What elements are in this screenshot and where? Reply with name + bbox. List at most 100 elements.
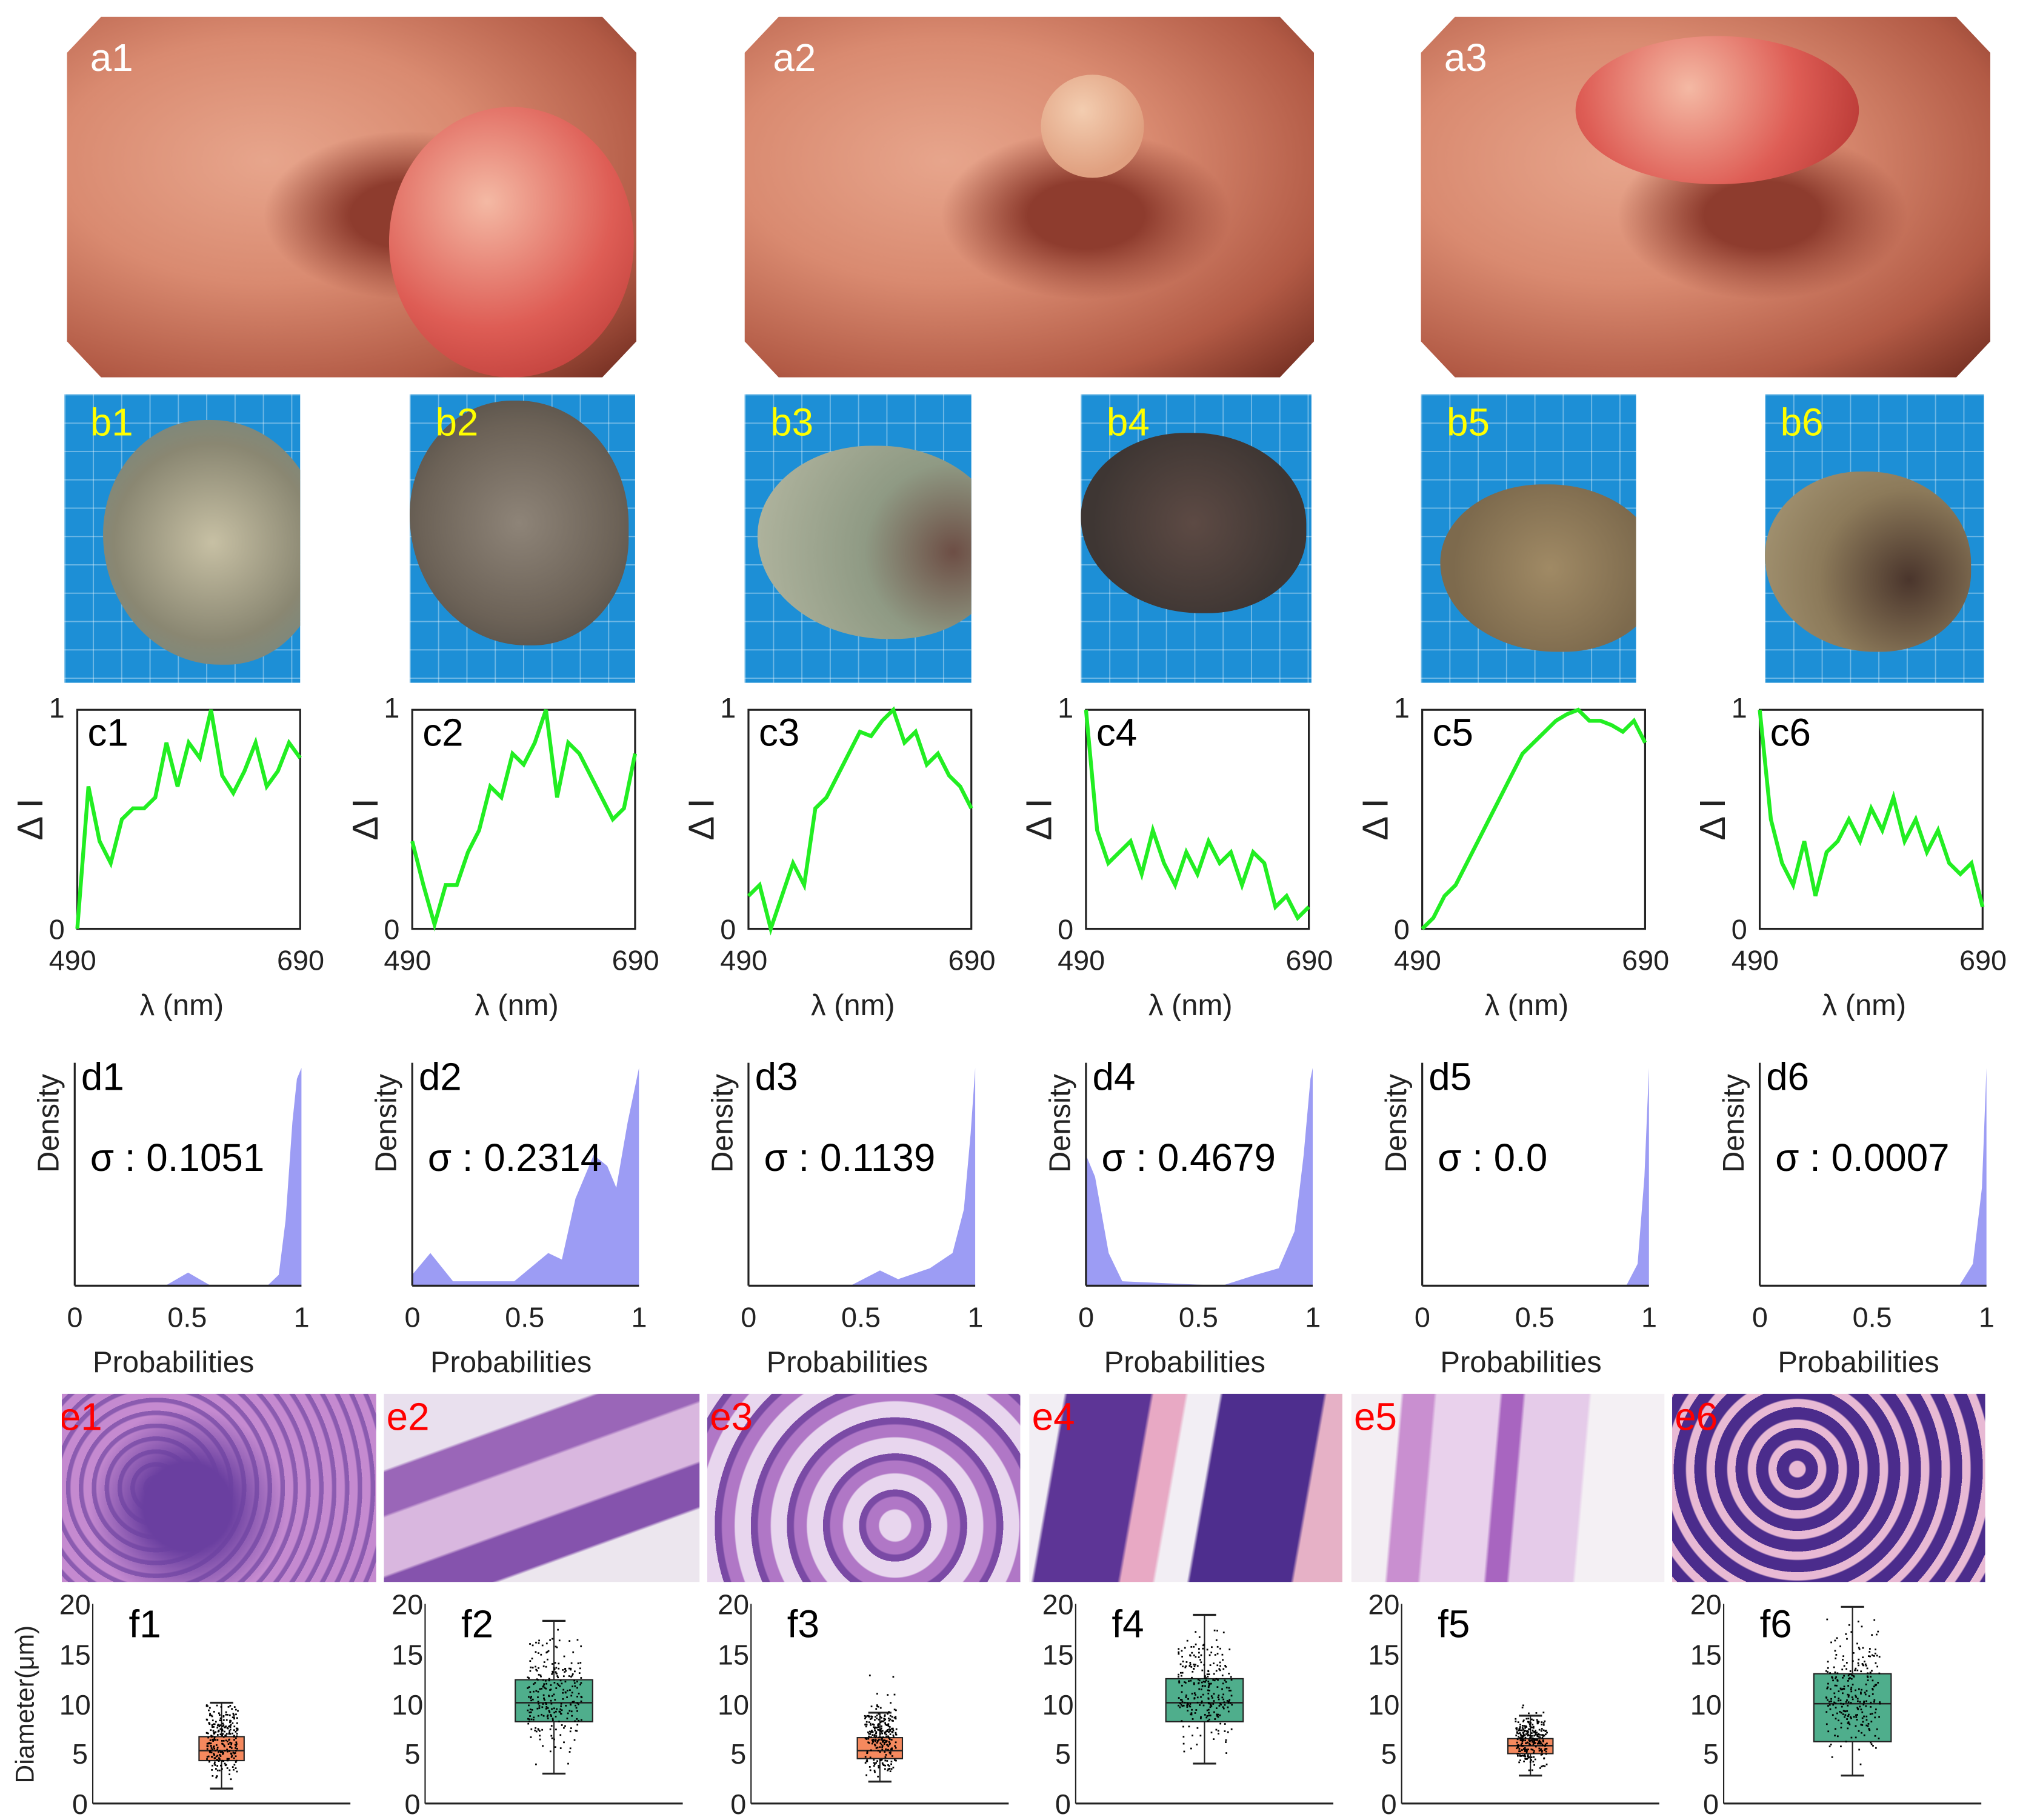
data-point (888, 1738, 891, 1741)
data-point (1830, 1641, 1832, 1644)
data-point (1522, 1745, 1524, 1747)
data-point (222, 1739, 225, 1742)
data-point (1825, 1711, 1828, 1713)
data-point (552, 1718, 554, 1719)
data-point (213, 1736, 216, 1738)
data-point (878, 1723, 879, 1725)
data-point (889, 1733, 892, 1735)
data-point (1873, 1685, 1875, 1688)
data-point (220, 1706, 222, 1708)
data-point (230, 1747, 233, 1749)
data-point (205, 1705, 208, 1707)
data-point (1214, 1718, 1216, 1720)
data-point (1517, 1755, 1519, 1757)
data-point (229, 1705, 232, 1707)
data-point (1839, 1645, 1841, 1647)
data-point (1216, 1715, 1218, 1717)
data-point (1218, 1695, 1220, 1696)
data-point (1225, 1752, 1227, 1754)
data-point (1195, 1694, 1196, 1696)
data-point (1212, 1703, 1215, 1705)
data-point (1523, 1725, 1525, 1727)
data-point (1193, 1645, 1195, 1648)
data-point (1837, 1699, 1839, 1702)
data-point (573, 1701, 575, 1703)
spectrum-line (1758, 709, 1985, 908)
data-point (1533, 1752, 1535, 1754)
data-point (213, 1723, 216, 1725)
data-point (579, 1662, 582, 1664)
data-point (530, 1711, 532, 1713)
data-point (1215, 1678, 1218, 1680)
y-tick-label: 15 (1690, 1638, 1722, 1671)
data-point (1878, 1656, 1881, 1658)
data-point (890, 1763, 892, 1765)
data-point (1535, 1733, 1537, 1736)
data-point (1521, 1736, 1524, 1738)
data-point (879, 1729, 881, 1732)
data-point (876, 1693, 878, 1695)
data-point (888, 1726, 891, 1728)
data-point (555, 1687, 558, 1689)
data-point (219, 1728, 222, 1730)
data-point (1842, 1703, 1845, 1705)
data-point (1875, 1708, 1877, 1710)
data-point (568, 1751, 571, 1753)
data-point (1834, 1671, 1836, 1673)
histology-image-e3: e3 (707, 1393, 1021, 1582)
data-point (883, 1719, 885, 1722)
data-point (1865, 1700, 1867, 1702)
data-point (1850, 1673, 1852, 1675)
data-point (1535, 1739, 1537, 1741)
data-point (1872, 1679, 1874, 1682)
data-point (210, 1747, 213, 1749)
data-point (1847, 1715, 1849, 1718)
data-point (1861, 1711, 1864, 1713)
data-point (1868, 1695, 1870, 1697)
x-axis-label: Probabilities (430, 1345, 592, 1379)
data-point (1182, 1665, 1184, 1667)
data-point (210, 1736, 213, 1738)
data-point (233, 1739, 235, 1741)
data-point (1518, 1736, 1519, 1738)
data-point (1530, 1718, 1533, 1721)
data-point (1530, 1739, 1533, 1741)
data-point (573, 1670, 576, 1673)
data-point (871, 1739, 873, 1741)
data-point (232, 1716, 234, 1719)
data-point (874, 1744, 876, 1747)
data-point (530, 1696, 532, 1698)
data-point (1847, 1727, 1849, 1730)
data-point (576, 1687, 578, 1689)
data-point (1865, 1705, 1867, 1707)
data-point (878, 1765, 880, 1767)
data-point (537, 1690, 539, 1693)
data-point (1525, 1742, 1528, 1744)
data-point (1542, 1744, 1544, 1747)
data-point (576, 1730, 578, 1732)
data-point (878, 1739, 880, 1741)
data-point (1200, 1654, 1202, 1656)
data-point (1538, 1741, 1540, 1743)
y-tick-label: 10 (392, 1688, 424, 1721)
data-point (877, 1726, 879, 1728)
data-point (871, 1742, 873, 1745)
data-point (541, 1644, 544, 1647)
data-point (235, 1767, 237, 1769)
data-point (213, 1710, 215, 1713)
data-point (236, 1727, 239, 1730)
data-point (236, 1729, 238, 1732)
data-point (535, 1730, 538, 1733)
data-point (235, 1761, 237, 1763)
data-point (230, 1742, 233, 1744)
data-point (536, 1707, 539, 1710)
data-point (1825, 1723, 1828, 1725)
data-point (571, 1715, 573, 1717)
data-point (884, 1722, 886, 1724)
data-point (228, 1730, 231, 1732)
data-point (219, 1717, 222, 1719)
data-point (1530, 1748, 1533, 1750)
data-point (1859, 1763, 1862, 1765)
data-point (1851, 1674, 1853, 1676)
data-point (885, 1754, 887, 1756)
